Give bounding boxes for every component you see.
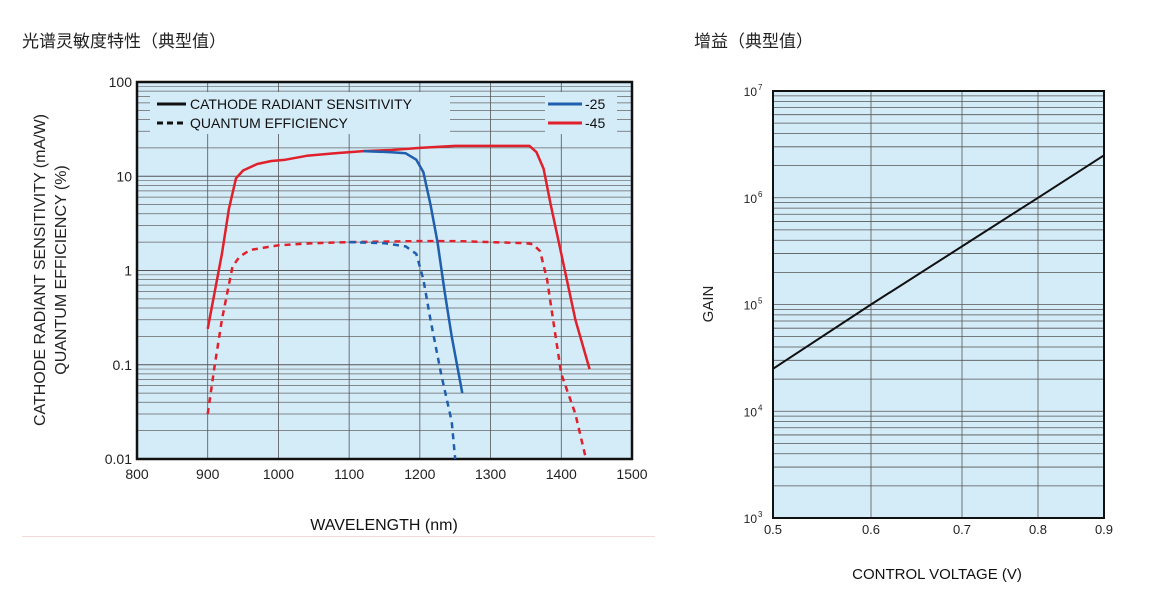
y-tick-label: 10: [744, 512, 758, 526]
legend-label: -25: [585, 96, 605, 112]
x-tick-label: 800: [125, 466, 149, 482]
x-tick-label: 1000: [263, 466, 294, 482]
chart-title-spectral: 光谱灵敏度特性（典型值）: [22, 32, 226, 51]
y-tick-label: 10: [116, 168, 132, 184]
x-tick-label: 0.5: [764, 522, 782, 537]
x-tick-label: 1200: [404, 466, 435, 482]
y-tick-label: 10: [744, 299, 758, 313]
y-tick-label: 10: [744, 405, 758, 419]
x-tick-label: 0.8: [1029, 522, 1047, 537]
series-line: [363, 149, 464, 394]
y-tick-exponent: 7: [758, 83, 763, 92]
y-tick-exponent: 5: [758, 297, 763, 306]
legend-label: QUANTUM EFFICIENCY: [190, 115, 349, 131]
x-tick-label: 0.6: [862, 522, 880, 537]
legend-label: CATHODE RADIANT SENSITIVITY: [190, 96, 413, 112]
y-axis-label-1: CATHODE RADIANT SENSITIVITY (mA/W): [32, 114, 49, 426]
x-tick-label: 0.7: [953, 522, 971, 537]
y-tick-label: 0.01: [105, 451, 132, 467]
y-tick-exponent: 6: [758, 190, 763, 199]
legend-label: -45: [585, 115, 605, 131]
plot-frame-spectral: [135, 80, 634, 461]
legend-box-right: [545, 92, 617, 134]
y-axis-label: GAIN: [700, 286, 717, 323]
x-axis-label: WAVELENGTH (nm): [310, 517, 458, 534]
plot-frame-gain: [772, 90, 1105, 519]
y-tick-label: 10: [744, 85, 758, 99]
y-tick-label: 10: [744, 192, 758, 206]
y-tick-exponent: 3: [758, 510, 763, 519]
series-line: [349, 240, 457, 460]
y-tick-label: 0.1: [113, 357, 133, 373]
x-tick-label: 0.9: [1095, 522, 1113, 537]
y-tick-label: 100: [109, 74, 133, 90]
x-tick-label: 1400: [546, 466, 577, 482]
x-tick-label: 1500: [616, 466, 647, 482]
y-tick-label: 1: [124, 263, 132, 279]
x-axis-label: CONTROL VOLTAGE (V): [852, 566, 1022, 583]
legend-box-left: [150, 92, 450, 134]
series-line: [772, 154, 1105, 370]
divider: [22, 536, 655, 537]
y-tick-exponent: 4: [758, 403, 763, 412]
x-tick-label: 900: [196, 466, 220, 482]
y-axis-label-2: QUANTUM EFFICIENCY (%): [53, 165, 70, 374]
x-tick-label: 1100: [334, 466, 364, 482]
x-tick-label: 1300: [475, 466, 506, 482]
chart-title-gain: 增益（典型值）: [694, 32, 813, 51]
